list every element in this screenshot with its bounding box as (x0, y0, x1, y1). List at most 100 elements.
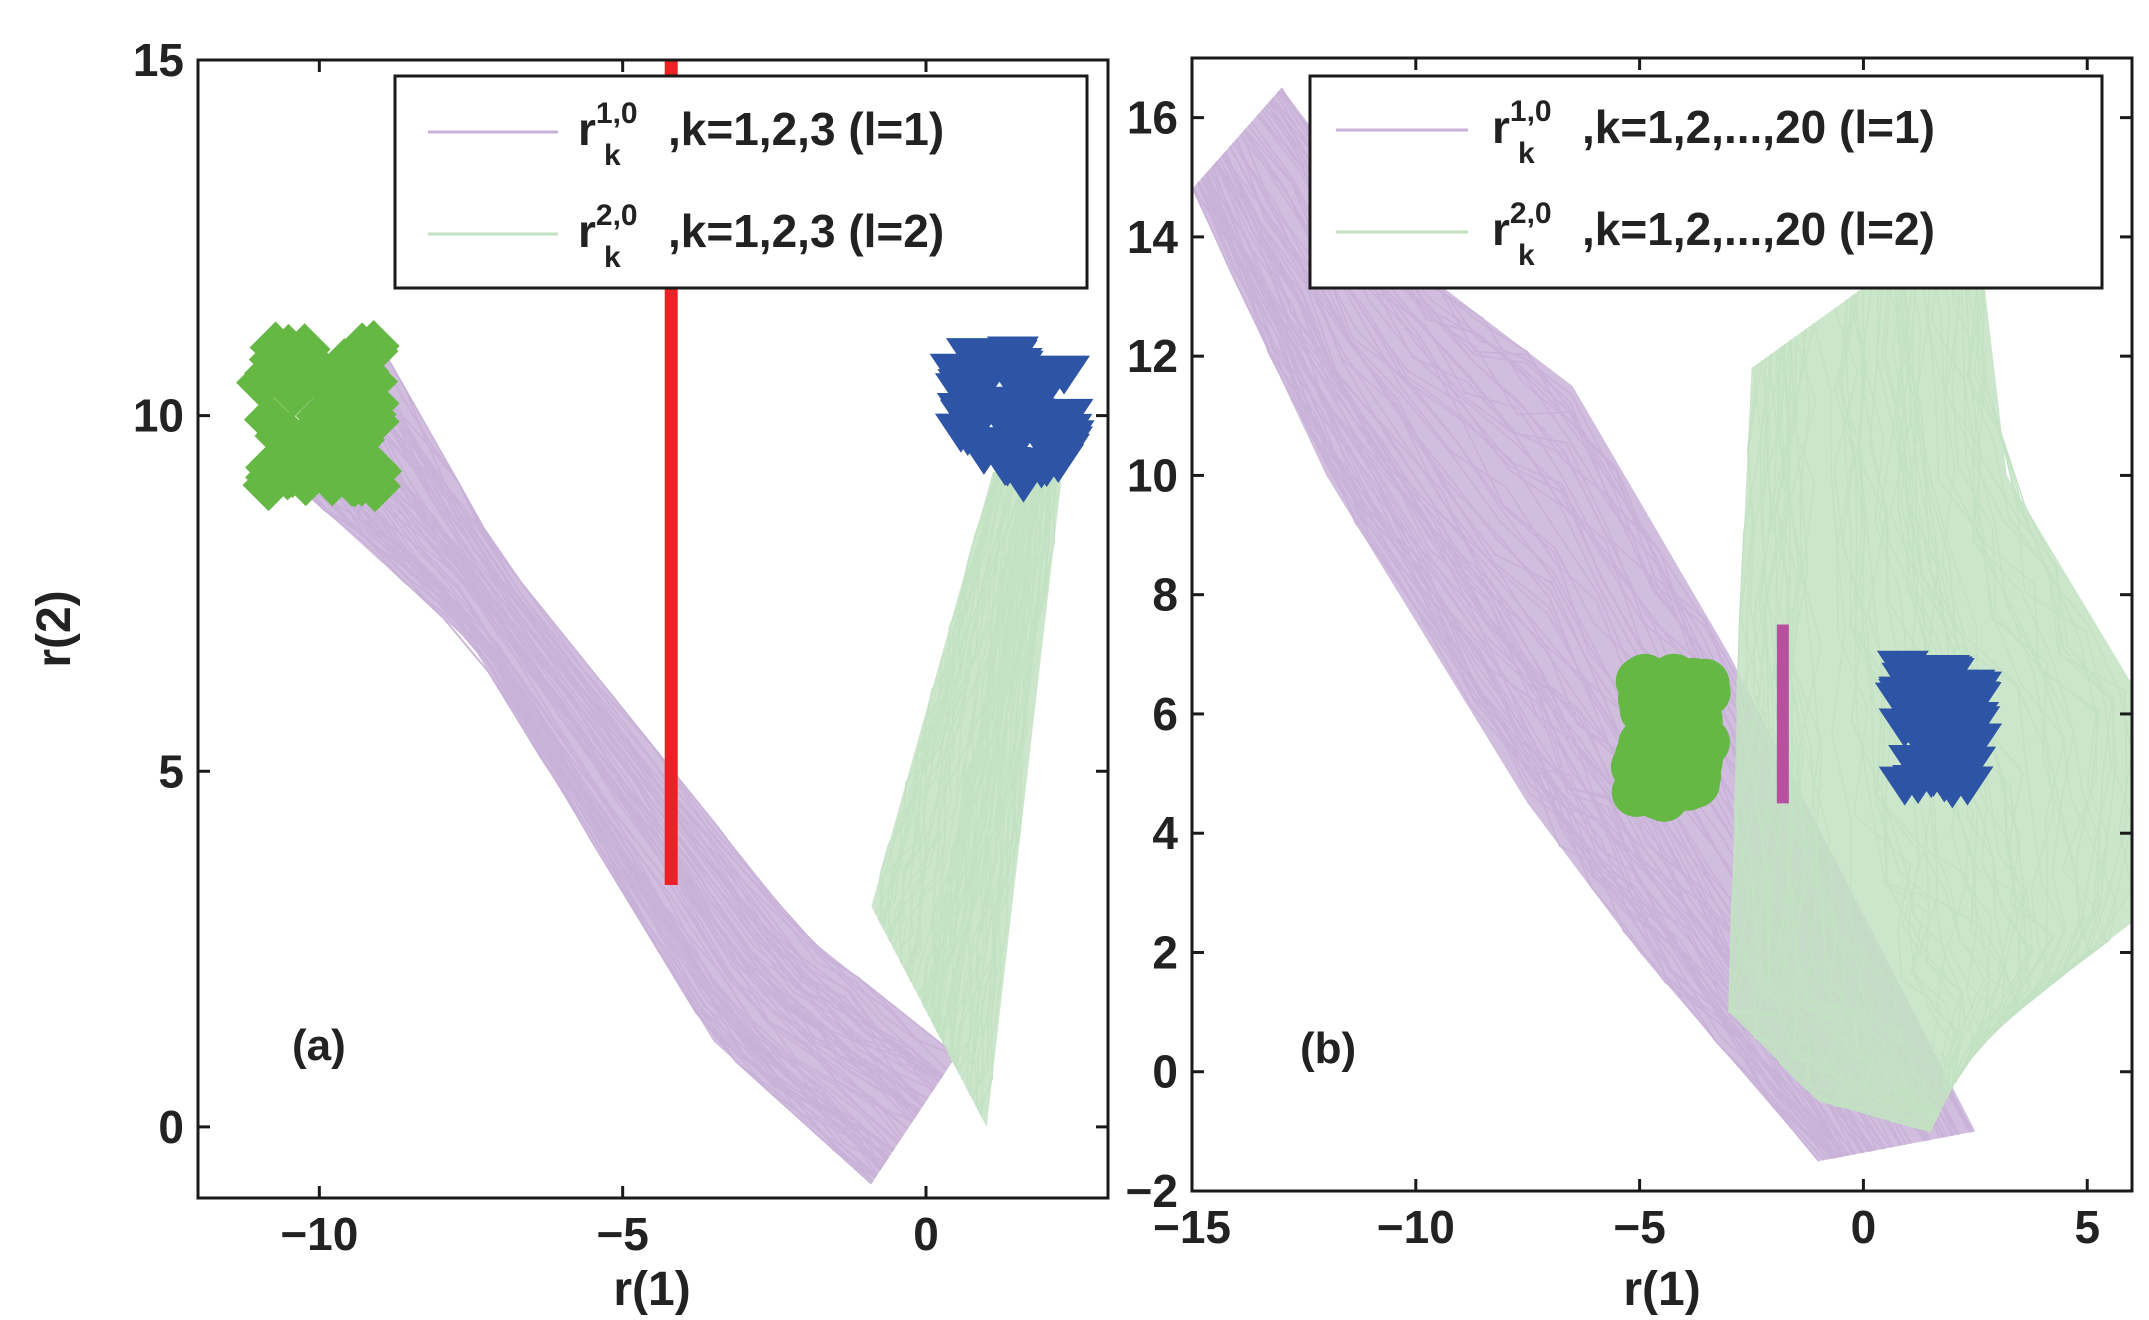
y-tick-label: 15 (133, 34, 184, 86)
y-axis-label-a: r(2) (28, 590, 81, 667)
sample-point (1638, 748, 1688, 798)
y-tick-label: 16 (1127, 92, 1178, 144)
legend-a: r1,0 k,k=1,2,3 (l=1) r2,0 k,k=1,2,3 (l=2) (393, 74, 1089, 290)
trajectory-line (288, 464, 878, 1177)
trajectory-line (1212, 165, 1854, 1156)
sample-point (344, 388, 397, 441)
trajectory-line (948, 453, 1043, 1056)
trajectory-line (358, 372, 943, 1079)
legend-entry-b-l1: r1,0 k ,k=1,2,...,20 (l=1) (1492, 95, 1935, 170)
trajectory-line (897, 465, 1011, 965)
sample-point (937, 369, 990, 409)
sample-point (985, 350, 1038, 390)
trajectory-line (1730, 366, 1935, 1125)
trajectory-line (1771, 343, 1941, 1112)
trajectory-line (1742, 353, 1933, 1129)
legend-entry-b-l2: r2,0 k ,k=1,2,...,20 (l=2) (1492, 197, 1935, 272)
trajectory-line (1776, 339, 1938, 1119)
trajectory-line (1898, 261, 2031, 1072)
trajectory-line (956, 449, 1052, 1070)
plot-area-b (1192, 87, 2132, 1162)
sample-point (1940, 691, 1993, 731)
legend-b-l1-sup: 1,0 (1510, 95, 1552, 128)
x-axis-label-a: r(1) (613, 1263, 690, 1316)
legend-b-l1-rest: ,k=1,2,...,20 (l=1) (1582, 101, 1935, 153)
sample-point (1638, 694, 1689, 744)
trajectory-line (283, 469, 874, 1183)
sample-point (1031, 441, 1084, 481)
sample-point (934, 413, 987, 453)
sample-markers-a-2 (236, 319, 403, 513)
legend-b-l2-sub: k (1518, 239, 1535, 272)
legend-a-l2-rest: ,k=1,2,3 (l=2) (668, 205, 944, 257)
axes-frame-a (196, 58, 1110, 1200)
legend-box-a (393, 74, 1089, 290)
trajectory-line (892, 468, 1004, 949)
y-tick-label: 4 (1152, 807, 1178, 859)
sample-point (1920, 656, 1973, 696)
legend-a-l1-base: r (578, 103, 596, 155)
y-tick-label: 10 (1127, 449, 1178, 501)
trajectory-line (1764, 347, 1936, 1123)
trajectory-line (1211, 166, 1845, 1157)
legend-b-l2-rest: ,k=1,2,...,20 (l=2) (1582, 203, 1935, 255)
x-tick-label: −5 (1613, 1201, 1665, 1253)
trajectory-line (1854, 293, 1955, 1089)
legend-a-l1-rest: ,k=1,2,3 (l=1) (668, 103, 944, 155)
trajectory-line (877, 470, 999, 921)
trajectory-line (345, 389, 920, 1113)
sample-point (957, 435, 1010, 475)
trajectory-line (931, 455, 1036, 1023)
x-tick-label: −15 (1153, 1201, 1231, 1253)
y-tick-label: 5 (158, 745, 184, 797)
y-tick-label: 14 (1127, 211, 1179, 263)
trajectory-line (1202, 176, 1837, 1159)
trajectory-line (1204, 174, 1836, 1159)
x-tick-label: −10 (1377, 1201, 1455, 1253)
y-tick-label: −2 (1126, 1165, 1178, 1217)
trajectory-line (1728, 360, 1932, 1132)
trajectory-line (980, 445, 1063, 1117)
trajectory-line (307, 438, 895, 1151)
trajectory-line (318, 424, 902, 1141)
trajectory-line (1773, 339, 1939, 1116)
ticks-b: −15 −10 −5 0 5 −2 0 2 4 6 8 10 12 14 16 (1126, 58, 2132, 1253)
trajectory-line (1833, 290, 1963, 1090)
trajectory-line (906, 463, 1016, 976)
trajectory-line (952, 449, 1051, 1063)
trajectory-line (368, 358, 948, 1071)
legend-a-l1-sup: 1,0 (596, 97, 638, 130)
sample-point (1040, 413, 1093, 453)
trajectory-line (347, 385, 924, 1107)
trajectory-line (337, 399, 924, 1108)
series-group-b (1192, 87, 2132, 1162)
sample-point (1933, 712, 1986, 752)
x-tick-label: −5 (596, 1208, 648, 1260)
sample-markers-b-2 (1610, 653, 1731, 822)
trajectory-line (1859, 280, 1996, 1090)
trajectory-line (1200, 178, 1834, 1159)
trajectory-line (925, 455, 1036, 1011)
sample-markers-b-3 (1874, 650, 2003, 809)
trajectory-line (1903, 248, 2053, 1070)
panel-label-b: (b) (1300, 1024, 1356, 1073)
y-tick-label: 6 (1152, 688, 1178, 740)
trajectory-line (1789, 336, 1940, 1116)
y-tick-label: 0 (158, 1101, 184, 1153)
sample-point (1038, 355, 1091, 395)
trajectory-line (933, 459, 1028, 1027)
x-axis-label-b: r(1) (1623, 1263, 1700, 1316)
trajectory-line (335, 402, 921, 1112)
trajectory-line (1212, 164, 1843, 1158)
trajectory-line (1790, 322, 1941, 1114)
trajectory-line (1911, 249, 2055, 1069)
legend-a-l2-sup: 2,0 (596, 199, 638, 232)
trajectory-line (357, 372, 935, 1091)
legend-entry-a-l1: r1,0 k ,k=1,2,3 (l=1) (578, 97, 944, 172)
series-group-a (236, 60, 1095, 1185)
trajectory-line (352, 379, 938, 1086)
y-tick-label: 0 (1152, 1046, 1178, 1098)
y-tick-label: 10 (133, 390, 184, 442)
trajectory-line (958, 451, 1048, 1074)
